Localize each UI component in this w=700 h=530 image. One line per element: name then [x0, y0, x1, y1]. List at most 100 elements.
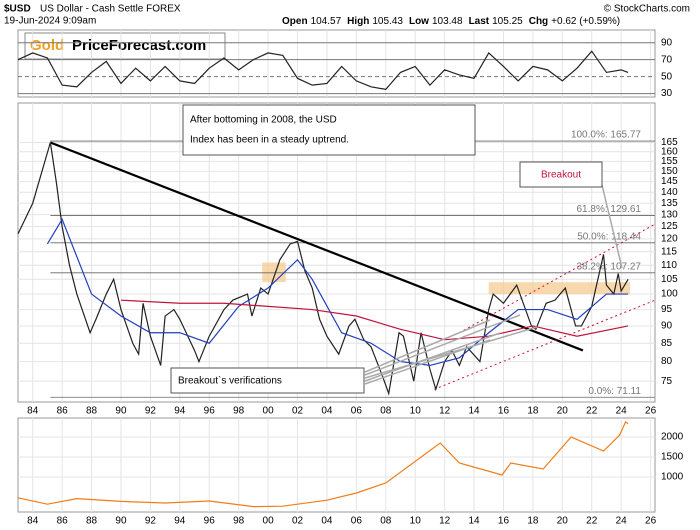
logo-gold: Gold [30, 37, 64, 54]
x-tick-label: 12 [439, 516, 451, 527]
breakout-box [519, 161, 603, 188]
pointer [364, 339, 491, 385]
x-tick-label: 86 [57, 516, 69, 527]
y-tick-label: 160 [661, 146, 678, 157]
quote-value: 104.57 [311, 16, 342, 27]
x-tick-label: 92 [145, 406, 157, 417]
y-tick-label: 2000 [661, 432, 684, 443]
y-tick-label: 150 [661, 166, 678, 177]
y-tick-label: 120 [661, 234, 678, 245]
fib-label: 0.0%: 71.11 [588, 386, 641, 397]
x-tick-label: 96 [204, 516, 216, 527]
y-tick-label: 80 [661, 356, 673, 367]
x-tick-label: 16 [498, 516, 510, 527]
x-tick-label: 26 [645, 516, 657, 527]
y-tick-label: 50 [661, 71, 673, 82]
y-tick-label: 165 [661, 137, 678, 148]
y-tick-label: 90 [661, 321, 673, 332]
x-tick-label: 14 [468, 406, 480, 417]
pointer [364, 332, 501, 382]
x-tick-label: 26 [645, 406, 657, 417]
symbol: $USD [4, 4, 31, 15]
x-tick-label: 14 [468, 516, 480, 527]
trend-line [459, 223, 656, 334]
quote-value: 105.25 [492, 16, 523, 27]
panel-frame [17, 29, 656, 98]
x-tick-label: 84 [27, 516, 39, 527]
x-tick-label: 08 [380, 516, 392, 527]
panel-frame [17, 417, 656, 513]
x-tick-label: 24 [616, 406, 628, 417]
pointer [601, 184, 623, 269]
quote-label: Last [469, 16, 490, 27]
series-line [120, 299, 629, 341]
fib-label: 61.8%: 129.61 [577, 204, 642, 215]
quote-label: Low [409, 16, 429, 27]
y-tick-label: 140 [661, 187, 678, 198]
x-tick-label: 88 [86, 406, 98, 417]
series-line [17, 142, 629, 396]
logo-box [24, 32, 226, 60]
y-tick-label: 115 [661, 246, 677, 257]
quote: Open 104.57 High 105.43 Low 103.48 Last 105.25 C… [282, 16, 620, 27]
x-tick-label: 04 [321, 516, 333, 527]
y-tick-label: 70 [661, 54, 673, 65]
x-tick-label: 16 [498, 406, 510, 417]
quote-label: Open [282, 16, 308, 27]
x-tick-label: 94 [174, 516, 186, 527]
x-tick-label: 18 [527, 516, 539, 527]
symbol-name: US Dollar - Cash Settle FOREX [40, 4, 181, 15]
y-tick-label: 1000 [661, 472, 684, 483]
x-tick-label: 94 [174, 406, 186, 417]
panel-frame [17, 102, 656, 403]
x-tick-label: 86 [57, 406, 69, 417]
x-tick-label: 10 [410, 516, 422, 527]
fib-label: 50.0%: 118.44 [577, 231, 641, 242]
x-tick-label: 18 [527, 406, 539, 417]
annotation-text: Index has been in a steady uptrend. [190, 135, 349, 146]
y-tick-label: 95 [661, 304, 673, 315]
fib-label: 38.2%: 107.27 [577, 261, 642, 272]
x-tick-label: 06 [351, 516, 363, 527]
pointer [364, 326, 538, 379]
x-tick-label: 88 [86, 516, 98, 527]
x-tick-label: 20 [557, 406, 569, 417]
x-tick-label: 02 [292, 516, 304, 527]
y-tick-label: 130 [661, 209, 678, 220]
x-tick-label: 84 [27, 406, 39, 417]
trend-line [49, 141, 584, 352]
breakout-text: Breakout [541, 170, 581, 181]
y-tick-label: 105 [661, 274, 678, 285]
y-tick-label: 100 [661, 289, 678, 300]
y-tick-label: 135 [661, 198, 678, 209]
quote-value: +0.62 (+0.59%) [551, 16, 620, 27]
series-line [46, 217, 629, 367]
date: 19-Jun-2024 9:09am [4, 16, 96, 27]
pointer [364, 314, 521, 376]
quote-value: 103.48 [432, 16, 463, 27]
x-tick-label: 90 [115, 406, 127, 417]
copyright: © StockCharts.com [604, 4, 690, 15]
x-tick-label: 96 [204, 406, 216, 417]
series-line [17, 420, 629, 508]
x-tick-label: 02 [292, 406, 304, 417]
x-tick-label: 24 [616, 516, 628, 527]
pointer [364, 319, 491, 373]
annotation-text: After bottoming in 2008, the USD [190, 115, 337, 126]
x-tick-label: 98 [233, 406, 245, 417]
y-tick-label: 110 [661, 260, 677, 271]
x-tick-label: 22 [586, 516, 598, 527]
y-tick-label: 85 [661, 338, 673, 349]
y-tick-label: 155 [661, 156, 678, 167]
y-tick-label: 1500 [661, 452, 684, 463]
fib-label: 100.0%: 165.77 [571, 130, 641, 141]
y-tick-label: 90 [661, 37, 673, 48]
x-tick-label: 20 [557, 516, 569, 527]
verifications-text: Breakout`s verifications [178, 375, 282, 387]
annotation-box [182, 104, 476, 156]
verifications-box [170, 367, 365, 394]
x-tick-label: 04 [321, 406, 333, 417]
series-line [17, 50, 629, 91]
y-tick-label: 145 [661, 176, 678, 187]
